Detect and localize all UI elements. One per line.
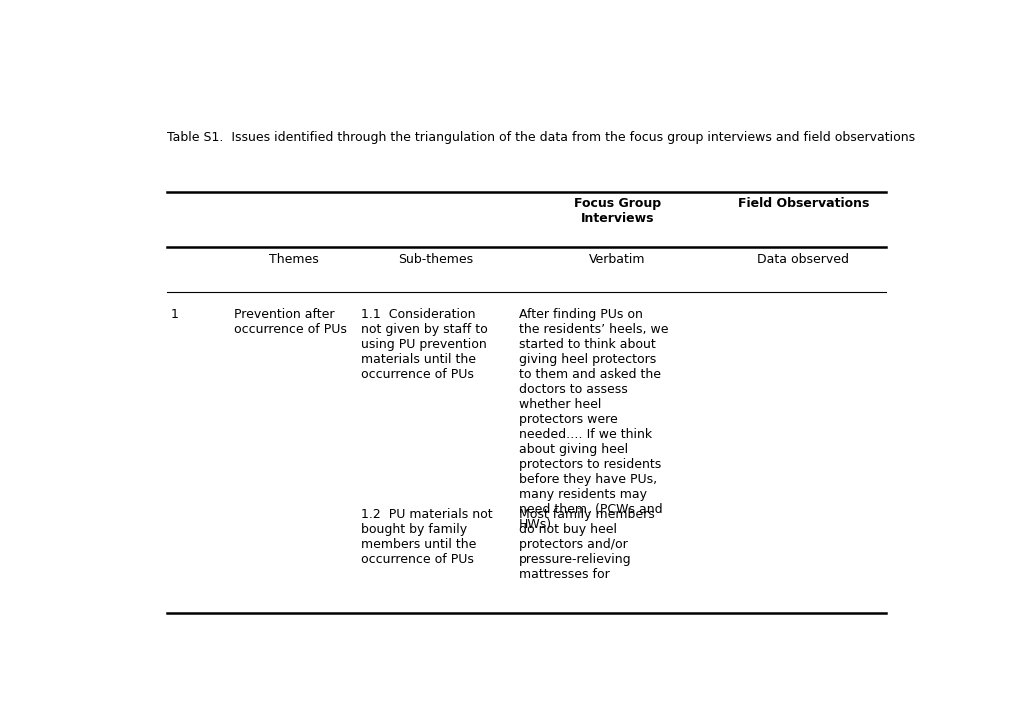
Text: Focus Group
Interviews: Focus Group Interviews [574,197,660,225]
Text: Sub-themes: Sub-themes [397,253,473,266]
Text: Table S1.  Issues identified through the triangulation of the data from the focu: Table S1. Issues identified through the … [167,131,914,144]
Text: Verbatim: Verbatim [589,253,645,266]
Text: Field Observations: Field Observations [737,197,868,210]
Text: Prevention after
occurrence of PUs: Prevention after occurrence of PUs [234,308,346,336]
Text: Themes: Themes [268,253,318,266]
Text: Data observed: Data observed [757,253,849,266]
Text: 1.2  PU materials not
bought by family
members until the
occurrence of PUs: 1.2 PU materials not bought by family me… [361,508,492,566]
Text: Most family members
do not buy heel
protectors and/or
pressure-relieving
mattres: Most family members do not buy heel prot… [519,508,654,581]
Text: 1: 1 [171,308,178,321]
Text: After finding PUs on
the residents’ heels, we
started to think about
giving heel: After finding PUs on the residents’ heel… [519,308,667,531]
Text: 1.1  Consideration
not given by staff to
using PU prevention
materials until the: 1.1 Consideration not given by staff to … [361,308,487,381]
